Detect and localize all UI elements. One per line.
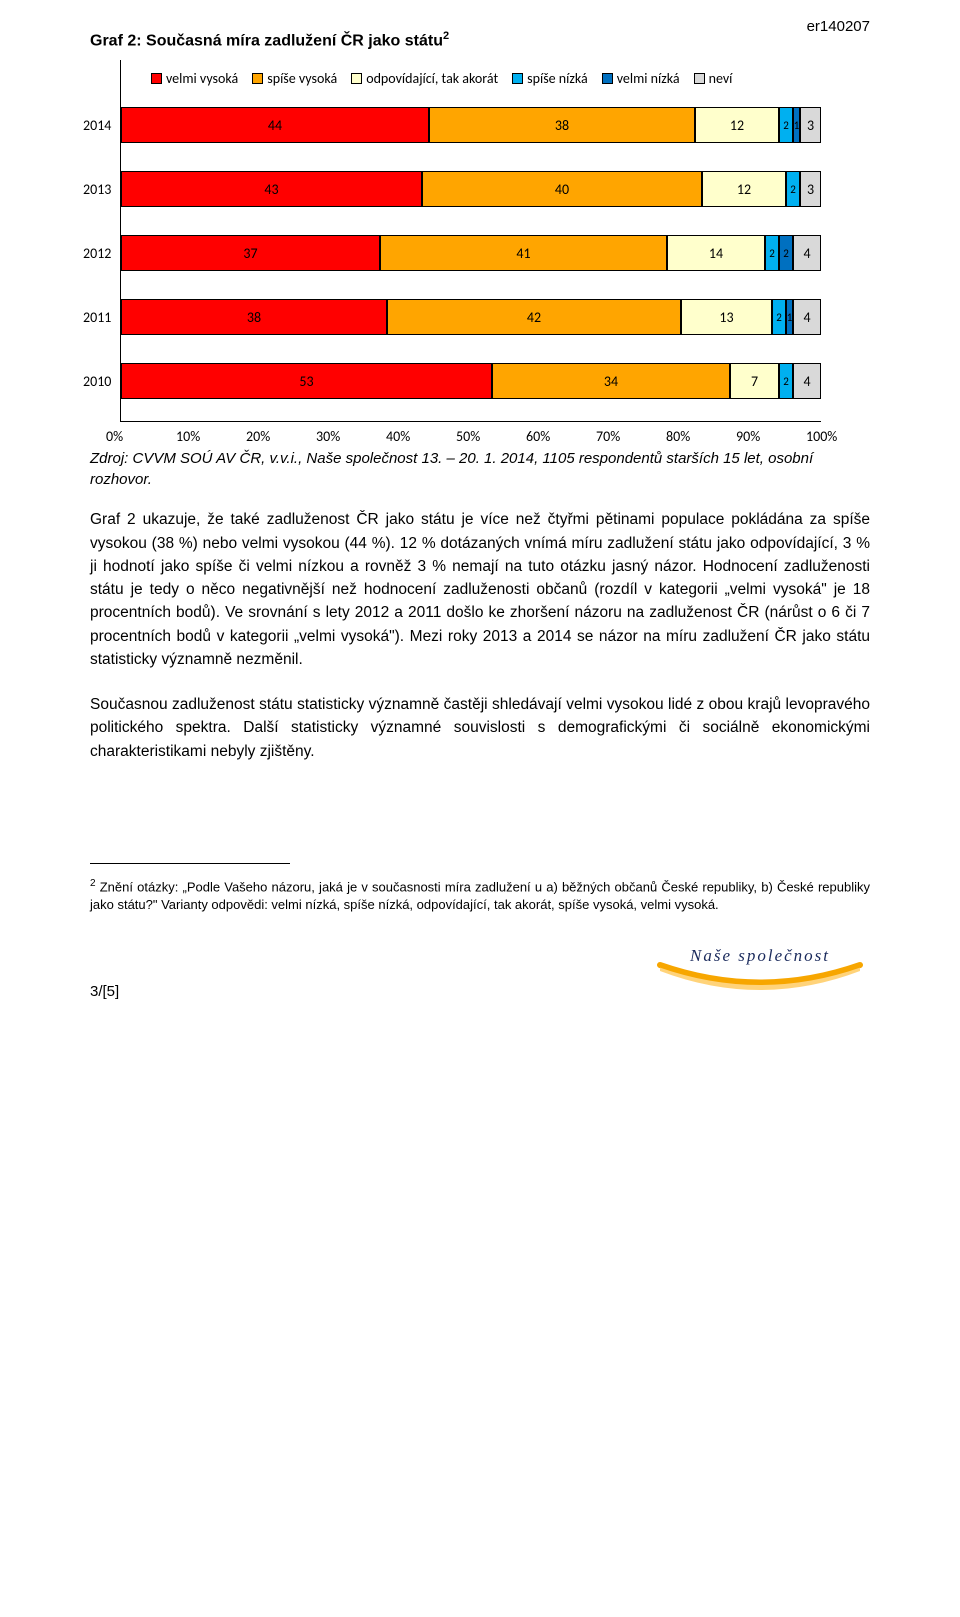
- bar-segment: 12: [702, 171, 786, 207]
- chart-title-sup: 2: [443, 30, 449, 42]
- bar-row: 2012374114224: [121, 235, 821, 271]
- footnote: 2 Znění otázky: „Podle Vašeho názoru, ja…: [90, 877, 870, 915]
- logo: Naše společnost: [650, 945, 870, 1000]
- bar-segment: 42: [387, 299, 681, 335]
- bar-segment: 37: [121, 235, 380, 271]
- bar-stack: 43401223: [121, 171, 821, 207]
- legend-swatch: [602, 73, 613, 84]
- logo-svg: Naše společnost: [650, 945, 870, 995]
- bar-segment: 4: [793, 299, 821, 335]
- document-id: er140207: [807, 18, 870, 35]
- xaxis-tick-label: 70%: [596, 428, 620, 445]
- xaxis-tick-label: 50%: [456, 428, 480, 445]
- bar-stack: 443812213: [121, 107, 821, 143]
- legend-item: spíše vysoká: [252, 70, 337, 87]
- chart-source: Zdroj: CVVM SOÚ AV ČR, v.v.i., Naše spol…: [90, 448, 870, 490]
- legend-swatch: [151, 73, 162, 84]
- legend-swatch: [512, 73, 523, 84]
- bar-segment: 41: [380, 235, 667, 271]
- bar-segment: 38: [429, 107, 695, 143]
- bar-segment: 12: [695, 107, 779, 143]
- bar-segment: 1: [786, 299, 793, 335]
- legend-label: odpovídající, tak akorát: [366, 70, 498, 87]
- bar-segment: 4: [793, 363, 821, 399]
- logo-text: Naše společnost: [689, 946, 830, 965]
- legend-label: neví: [709, 70, 733, 87]
- legend-label: velmi vysoká: [166, 70, 238, 87]
- legend-item: velmi nízká: [602, 70, 680, 87]
- bar-row: 2011384213214: [121, 299, 821, 335]
- bar-segment: 2: [779, 107, 793, 143]
- bar-year-label: 2010: [83, 373, 111, 390]
- legend-item: neví: [694, 70, 733, 87]
- paragraph-1: Graf 2 ukazuje, že také zadluženost ČR j…: [90, 508, 870, 671]
- chart-legend: velmi vysoká spíše vysoká odpovídající, ta…: [121, 70, 821, 107]
- footnote-text: Znění otázky: „Podle Vašeho názoru, jaká…: [90, 879, 870, 912]
- footnote-number: 2: [90, 878, 96, 889]
- legend-label: spíše vysoká: [267, 70, 337, 87]
- xaxis-tick-label: 60%: [526, 428, 550, 445]
- bar-segment: 2: [786, 171, 800, 207]
- bar-row: 201343401223: [121, 171, 821, 207]
- bar-segment: 2: [765, 235, 779, 271]
- legend-swatch: [351, 73, 362, 84]
- bar-segment: 2: [779, 235, 793, 271]
- legend-swatch: [252, 73, 263, 84]
- bar-segment: 7: [730, 363, 779, 399]
- xaxis-tick-label: 90%: [736, 428, 760, 445]
- legend-item: spíše nízká: [512, 70, 588, 87]
- bar-segment: 4: [793, 235, 821, 271]
- page-number: 3/[5]: [90, 983, 119, 1000]
- xaxis-tick-label: 30%: [316, 428, 340, 445]
- legend-swatch: [694, 73, 705, 84]
- footnote-separator: [90, 863, 290, 864]
- bar-stack: 384213214: [121, 299, 821, 335]
- bar-segment: 2: [779, 363, 793, 399]
- bar-stack: 374114224: [121, 235, 821, 271]
- xaxis-tick-label: 40%: [386, 428, 410, 445]
- bar-year-label: 2011: [83, 309, 111, 326]
- legend-label: velmi nízká: [617, 70, 680, 87]
- xaxis-tick-label: 20%: [246, 428, 270, 445]
- bar-segment: 44: [121, 107, 429, 143]
- bar-segment: 43: [121, 171, 422, 207]
- bar-segment: 1: [793, 107, 800, 143]
- bar-stack: 5334724: [121, 363, 821, 399]
- xaxis-tick-label: 0%: [106, 428, 123, 445]
- bar-segment: 2: [772, 299, 786, 335]
- chart-title-text: Graf 2: Současná míra zadlužení ČR jako …: [90, 32, 443, 49]
- xaxis-tick-label: 80%: [666, 428, 690, 445]
- bar-segment: 3: [800, 107, 821, 143]
- paragraph-2: Současnou zadluženost státu statisticky …: [90, 693, 870, 763]
- chart-container: velmi vysoká spíše vysoká odpovídající, ta…: [120, 60, 821, 422]
- bar-segment: 40: [422, 171, 702, 207]
- xaxis-tick-label: 10%: [176, 428, 200, 445]
- chart-xaxis: 0%10%20%30%40%50%60%70%80%90%100%: [120, 422, 820, 428]
- bar-year-label: 2014: [83, 117, 111, 134]
- bar-segment: 34: [492, 363, 730, 399]
- bar-segment: 3: [800, 171, 821, 207]
- xaxis-tick-label: 100%: [806, 428, 837, 445]
- bar-segment: 38: [121, 299, 387, 335]
- legend-label: spíše nízká: [527, 70, 588, 87]
- bar-year-label: 2013: [83, 181, 111, 198]
- legend-item: velmi vysoká: [151, 70, 238, 87]
- bar-segment: 14: [667, 235, 765, 271]
- bar-segment: 53: [121, 363, 492, 399]
- bar-segment: 13: [681, 299, 772, 335]
- bar-row: 2014443812213: [121, 107, 821, 143]
- legend-item: odpovídající, tak akorát: [351, 70, 498, 87]
- bar-row: 20105334724: [121, 363, 821, 399]
- chart-title: Graf 2: Současná míra zadlužení ČR jako …: [90, 30, 870, 50]
- bar-year-label: 2012: [83, 245, 111, 262]
